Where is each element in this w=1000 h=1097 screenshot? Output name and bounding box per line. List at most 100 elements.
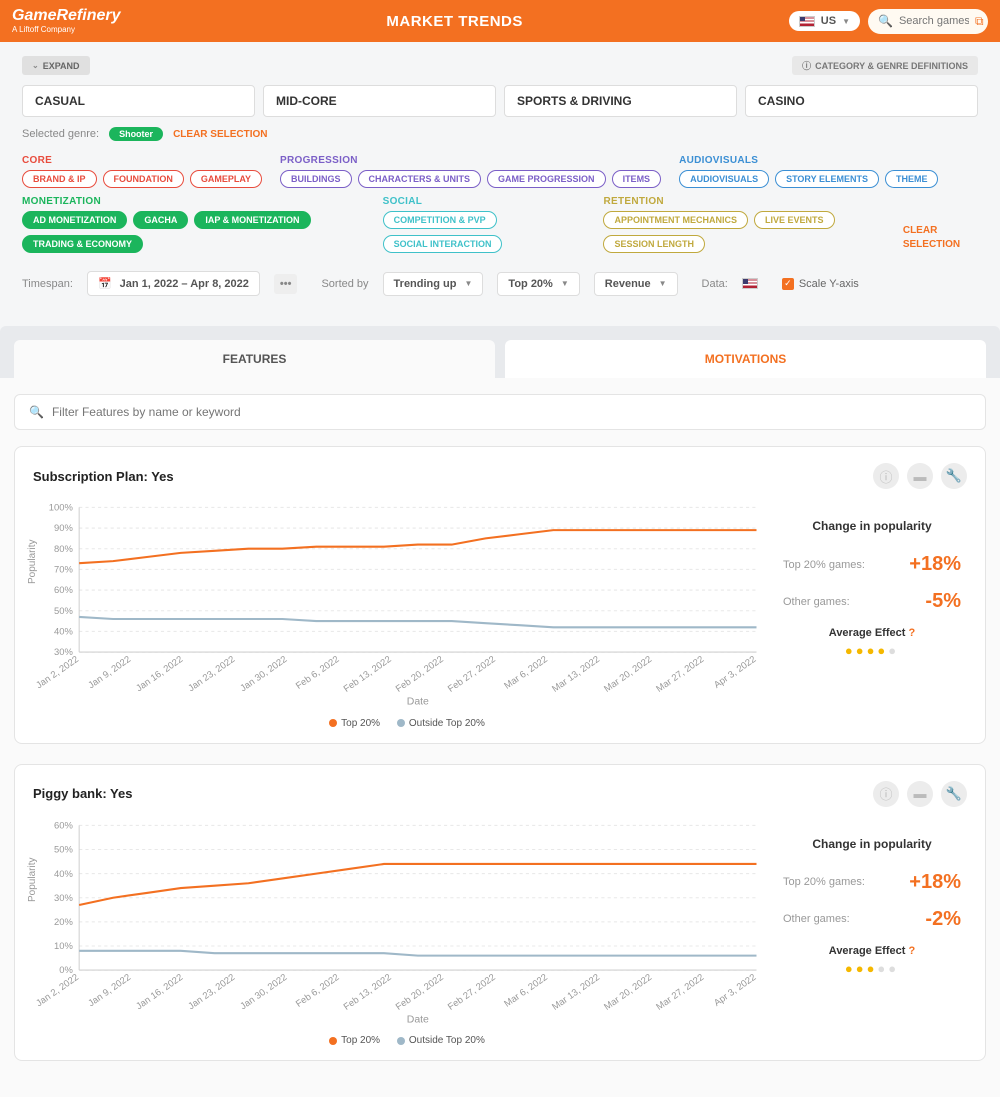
cat-core-label: CORE [22, 155, 262, 166]
settings-icon[interactable]: 🔧 [941, 463, 967, 489]
category-chip[interactable]: SESSION LENGTH [603, 235, 705, 253]
tab-features[interactable]: FEATURES [14, 340, 495, 378]
top-value: Top 20% [508, 278, 552, 290]
country-selector[interactable]: US ▼ [789, 11, 860, 31]
legend-top-label: Top 20% [341, 1035, 380, 1046]
logo-text: GameRefinery [12, 8, 121, 24]
svg-text:Jan 23, 2022: Jan 23, 2022 [186, 971, 237, 1011]
sort-dropdown[interactable]: Trending up▼ [383, 272, 484, 296]
info-icon: ⓘ [802, 59, 811, 72]
search-box[interactable]: 🔍 ⧉ [868, 9, 988, 34]
clear-categories-link[interactable]: CLEAR SELECTION [903, 225, 960, 250]
svg-text:70%: 70% [54, 564, 73, 575]
sort-value: Trending up [394, 278, 457, 290]
category-chip[interactable]: APPOINTMENT MECHANICS [603, 211, 748, 229]
category-chip[interactable]: IAP & MONETIZATION [194, 211, 310, 229]
cat-soc-label: SOCIAL [383, 196, 574, 207]
category-chip[interactable]: CHARACTERS & UNITS [358, 170, 482, 188]
definitions-button[interactable]: ⓘ CATEGORY & GENRE DEFINITIONS [792, 56, 978, 75]
svg-text:30%: 30% [54, 892, 73, 903]
svg-text:Mar 27, 2022: Mar 27, 2022 [654, 971, 706, 1012]
sorted-label: Sorted by [321, 278, 368, 290]
chart-icon[interactable]: ▬ [907, 781, 933, 807]
tabs: FEATURES MOTIVATIONS [0, 340, 1000, 378]
selected-genre-pill[interactable]: Shooter [109, 127, 163, 141]
category-chip[interactable]: TRADING & ECONOMY [22, 235, 143, 253]
svg-text:Jan 16, 2022: Jan 16, 2022 [134, 971, 185, 1011]
logo: GameRefinery A Liftoff Company [12, 8, 121, 34]
genre-box[interactable]: SPORTS & DRIVING [504, 85, 737, 117]
category-chip[interactable]: COMPETITION & PVP [383, 211, 497, 229]
expand-label: EXPAND [43, 61, 80, 71]
search-input[interactable] [899, 15, 969, 27]
chevron-down-icon: ⌄ [32, 61, 39, 70]
info-icon[interactable]: ⓘ [873, 781, 899, 807]
features-panel: 🔍 Subscription Plan: Yes ⓘ ▬ 🔧 Popularit… [0, 378, 1000, 1097]
cat-av-label: AUDIOVISUALS [679, 155, 938, 166]
category-chip[interactable]: ITEMS [612, 170, 662, 188]
category-chip[interactable]: AD MONETIZATION [22, 211, 127, 229]
svg-text:Feb 6, 2022: Feb 6, 2022 [293, 653, 341, 691]
tab-motivations[interactable]: MOTIVATIONS [505, 340, 986, 378]
info-icon[interactable]: ⓘ [873, 463, 899, 489]
chevron-down-icon: ▼ [842, 17, 850, 26]
avg-effect-label: Average Effect ? [777, 627, 967, 639]
svg-text:50%: 50% [54, 605, 73, 616]
category-chip[interactable]: BUILDINGS [280, 170, 352, 188]
timespan-more-button[interactable]: ••• [274, 274, 298, 294]
svg-text:Jan 30, 2022: Jan 30, 2022 [238, 653, 289, 693]
genre-box[interactable]: CASUAL [22, 85, 255, 117]
genre-box[interactable]: MID-CORE [263, 85, 496, 117]
category-chip[interactable]: FOUNDATION [103, 170, 184, 188]
clear-selection-link[interactable]: CLEAR SELECTION [173, 129, 267, 140]
category-chip[interactable]: LIVE EVENTS [754, 211, 835, 229]
data-label: Data: [702, 278, 728, 290]
scale-y-checkbox[interactable]: ✓ Scale Y-axis [782, 278, 859, 290]
svg-text:Mar 13, 2022: Mar 13, 2022 [550, 653, 602, 694]
category-chip[interactable]: SOCIAL INTERACTION [383, 235, 503, 253]
top-dropdown[interactable]: Top 20%▼ [497, 272, 579, 296]
logo-subtext: A Liftoff Company [12, 26, 121, 34]
category-chip[interactable]: AUDIOVISUALS [679, 170, 769, 188]
country-code: US [821, 15, 836, 27]
filter-bar: Timespan: 📅 Jan 1, 2022 – Apr 8, 2022 ••… [22, 271, 978, 296]
category-chip[interactable]: GACHA [133, 211, 188, 229]
feature-card: Piggy bank: Yes ⓘ ▬ 🔧 Popularity 60%50%4… [14, 764, 986, 1062]
svg-text:Date: Date [407, 697, 429, 708]
app-header: GameRefinery A Liftoff Company MARKET TR… [0, 0, 1000, 42]
stats-title: Change in popularity [777, 519, 967, 533]
svg-text:Apr 3, 2022: Apr 3, 2022 [711, 971, 757, 1008]
search-icon: 🔍 [878, 14, 893, 28]
svg-text:Date: Date [407, 1014, 429, 1025]
metric-dropdown[interactable]: Revenue▼ [594, 272, 678, 296]
help-icon[interactable]: ? [908, 627, 915, 639]
expand-button[interactable]: ⌄ EXPAND [22, 56, 90, 75]
svg-text:Mar 27, 2022: Mar 27, 2022 [654, 653, 706, 694]
settings-icon[interactable]: 🔧 [941, 781, 967, 807]
category-row-2: MONETIZATION AD MONETIZATIONGACHAIAP & M… [22, 196, 978, 253]
stats-panel: Change in popularity Top 20% games:+18% … [777, 499, 967, 729]
feature-filter-input[interactable] [52, 405, 971, 419]
category-chip[interactable]: GAMEPLAY [190, 170, 262, 188]
chart-icon[interactable]: ▬ [907, 463, 933, 489]
legend-top-label: Top 20% [341, 718, 380, 729]
category-chip[interactable]: THEME [885, 170, 939, 188]
svg-text:10%: 10% [54, 940, 73, 951]
category-chip[interactable]: STORY ELEMENTS [775, 170, 879, 188]
stat-top-label: Top 20% games: [783, 876, 865, 888]
svg-text:Mar 20, 2022: Mar 20, 2022 [602, 653, 654, 694]
chart-legend: Top 20% Outside Top 20% [33, 718, 767, 729]
cat-prog-label: PROGRESSION [280, 155, 661, 166]
category-chip[interactable]: BRAND & IP [22, 170, 97, 188]
legend-dot-icon [329, 719, 337, 727]
feature-filter[interactable]: 🔍 [14, 394, 986, 430]
avg-effect-rating: ●●●●● [777, 961, 967, 976]
svg-text:Feb 6, 2022: Feb 6, 2022 [293, 971, 341, 1009]
external-link-icon[interactable]: ⧉ [975, 14, 984, 29]
definitions-label: CATEGORY & GENRE DEFINITIONS [815, 61, 968, 71]
help-icon[interactable]: ? [908, 945, 915, 957]
genre-box[interactable]: CASINO [745, 85, 978, 117]
category-chip[interactable]: GAME PROGRESSION [487, 170, 606, 188]
timespan-picker[interactable]: 📅 Jan 1, 2022 – Apr 8, 2022 [87, 271, 260, 296]
stat-out-label: Other games: [783, 913, 850, 925]
